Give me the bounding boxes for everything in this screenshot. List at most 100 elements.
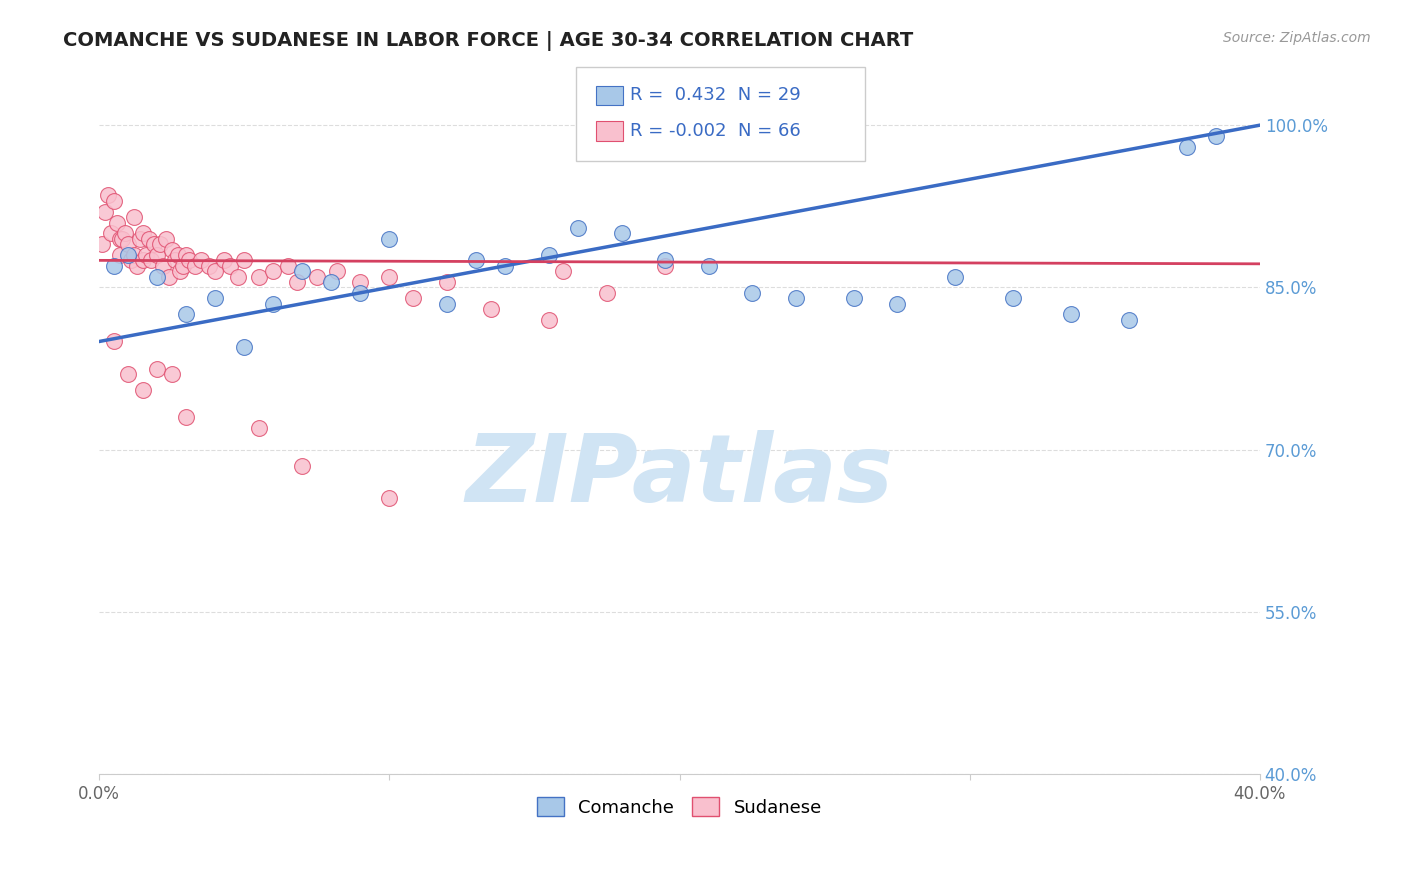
Point	[1060, 308, 1083, 322]
Point	[436, 275, 458, 289]
Point	[132, 253, 155, 268]
Point	[291, 264, 314, 278]
Point	[401, 291, 423, 305]
Point	[326, 264, 349, 278]
Point	[125, 259, 148, 273]
Point	[103, 334, 125, 349]
Point	[1175, 140, 1198, 154]
Point	[143, 237, 166, 252]
Point	[1002, 291, 1025, 305]
Point	[103, 194, 125, 208]
Point	[262, 264, 284, 278]
Point	[305, 269, 328, 284]
Text: COMANCHE VS SUDANESE IN LABOR FORCE | AGE 30-34 CORRELATION CHART: COMANCHE VS SUDANESE IN LABOR FORCE | AG…	[63, 31, 914, 51]
Point	[537, 313, 560, 327]
Point	[610, 227, 633, 241]
Point	[117, 237, 139, 252]
Point	[204, 264, 226, 278]
Point	[108, 248, 131, 262]
Point	[378, 491, 401, 506]
Text: Source: ZipAtlas.com: Source: ZipAtlas.com	[1223, 31, 1371, 45]
Point	[697, 259, 720, 273]
Point	[108, 232, 131, 246]
Point	[212, 253, 235, 268]
Point	[378, 269, 401, 284]
Point	[117, 248, 139, 262]
Legend: Comanche, Sudanese: Comanche, Sudanese	[530, 790, 830, 824]
Point	[132, 383, 155, 397]
Point	[100, 227, 122, 241]
Point	[111, 232, 134, 246]
Point	[138, 232, 160, 246]
Point	[654, 253, 676, 268]
Point	[179, 253, 201, 268]
Point	[465, 253, 488, 268]
Point	[160, 367, 183, 381]
Point	[285, 275, 308, 289]
Point	[94, 204, 117, 219]
Point	[886, 296, 908, 310]
Point	[146, 248, 169, 262]
Point	[785, 291, 807, 305]
Point	[122, 210, 145, 224]
Point	[204, 291, 226, 305]
Text: R = -0.002  N = 66: R = -0.002 N = 66	[630, 122, 800, 140]
Point	[596, 285, 619, 300]
Point	[741, 285, 763, 300]
Point	[654, 259, 676, 273]
Point	[174, 308, 197, 322]
Point	[233, 340, 256, 354]
Point	[135, 248, 157, 262]
Point	[155, 232, 177, 246]
Point	[128, 232, 150, 246]
Point	[117, 367, 139, 381]
Point	[291, 458, 314, 473]
Point	[120, 253, 142, 268]
Point	[184, 259, 207, 273]
Point	[436, 296, 458, 310]
Point	[567, 221, 589, 235]
Text: R =  0.432  N = 29: R = 0.432 N = 29	[630, 87, 800, 104]
Point	[105, 215, 128, 229]
Point	[842, 291, 865, 305]
Point	[262, 296, 284, 310]
Point	[91, 237, 114, 252]
Point	[247, 269, 270, 284]
Point	[97, 188, 120, 202]
Point	[198, 259, 221, 273]
Point	[132, 227, 155, 241]
Point	[537, 248, 560, 262]
Point	[277, 259, 299, 273]
Point	[103, 259, 125, 273]
Point	[494, 259, 516, 273]
Point	[349, 275, 371, 289]
Point	[160, 243, 183, 257]
Point	[163, 253, 186, 268]
Point	[114, 227, 136, 241]
Point	[1118, 313, 1140, 327]
Point	[169, 264, 191, 278]
Point	[378, 232, 401, 246]
Point	[349, 285, 371, 300]
Point	[149, 237, 172, 252]
Point	[190, 253, 212, 268]
Point	[553, 264, 575, 278]
Point	[152, 259, 174, 273]
Point	[218, 259, 240, 273]
Point	[174, 248, 197, 262]
Point	[172, 259, 194, 273]
Point	[233, 253, 256, 268]
Point	[479, 301, 502, 316]
Point	[157, 269, 180, 284]
Text: ZIPatlas: ZIPatlas	[465, 431, 894, 523]
Point	[146, 269, 169, 284]
Point	[166, 248, 188, 262]
Point	[174, 410, 197, 425]
Point	[146, 361, 169, 376]
Point	[122, 248, 145, 262]
Point	[247, 421, 270, 435]
Point	[321, 275, 343, 289]
Point	[228, 269, 250, 284]
Point	[943, 269, 966, 284]
Point	[141, 253, 163, 268]
